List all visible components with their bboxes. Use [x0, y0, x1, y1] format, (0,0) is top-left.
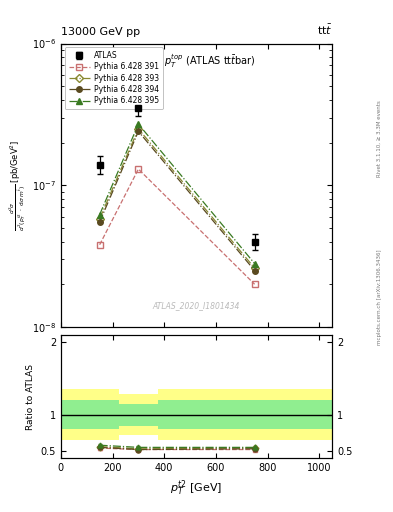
Pythia 6.428 394 [252, 267, 257, 273]
Pythia 6.428 393 [97, 216, 102, 222]
Line: Pythia 6.428 393: Pythia 6.428 393 [97, 126, 257, 271]
Line: Pythia 6.428 391: Pythia 6.428 391 [97, 166, 257, 287]
Legend: ATLAS, Pythia 6.428 391, Pythia 6.428 393, Pythia 6.428 394, Pythia 6.428 395: ATLAS, Pythia 6.428 391, Pythia 6.428 39… [65, 47, 163, 109]
Line: Pythia 6.428 395: Pythia 6.428 395 [97, 121, 257, 266]
Pythia 6.428 395 [252, 261, 257, 267]
Pythia 6.428 391 [97, 242, 102, 248]
Text: tt$\bar{t}$: tt$\bar{t}$ [317, 23, 332, 37]
X-axis label: $p_T^{t2}$ [GeV]: $p_T^{t2}$ [GeV] [170, 479, 223, 498]
Pythia 6.428 393 [252, 265, 257, 271]
Line: Pythia 6.428 394: Pythia 6.428 394 [97, 129, 257, 273]
Y-axis label: Ratio to ATLAS: Ratio to ATLAS [26, 364, 35, 430]
Pythia 6.428 393 [136, 126, 141, 132]
Pythia 6.428 395 [136, 121, 141, 127]
Pythia 6.428 391 [136, 166, 141, 172]
Pythia 6.428 394 [97, 219, 102, 225]
Pythia 6.428 394 [136, 129, 141, 135]
Text: ATLAS_2020_I1801434: ATLAS_2020_I1801434 [153, 301, 240, 310]
Text: 13000 GeV pp: 13000 GeV pp [61, 27, 140, 37]
Text: Rivet 3.1.10, ≥ 3.3M events: Rivet 3.1.10, ≥ 3.3M events [377, 100, 382, 177]
Y-axis label: $\frac{d^2\sigma}{d^2(p_T^{t2}\ \cdot\ \mathrm{d}\sigma\ m^{\bar{t}})}$ [pb/GeV$: $\frac{d^2\sigma}{d^2(p_T^{t2}\ \cdot\ \… [7, 139, 28, 231]
Text: mcplots.cern.ch [arXiv:1306.3436]: mcplots.cern.ch [arXiv:1306.3436] [377, 249, 382, 345]
Pythia 6.428 395 [97, 211, 102, 218]
Pythia 6.428 391 [252, 281, 257, 287]
Text: $p_T^{top}$ (ATLAS tt$\bar{t}$bar): $p_T^{top}$ (ATLAS tt$\bar{t}$bar) [164, 52, 256, 70]
